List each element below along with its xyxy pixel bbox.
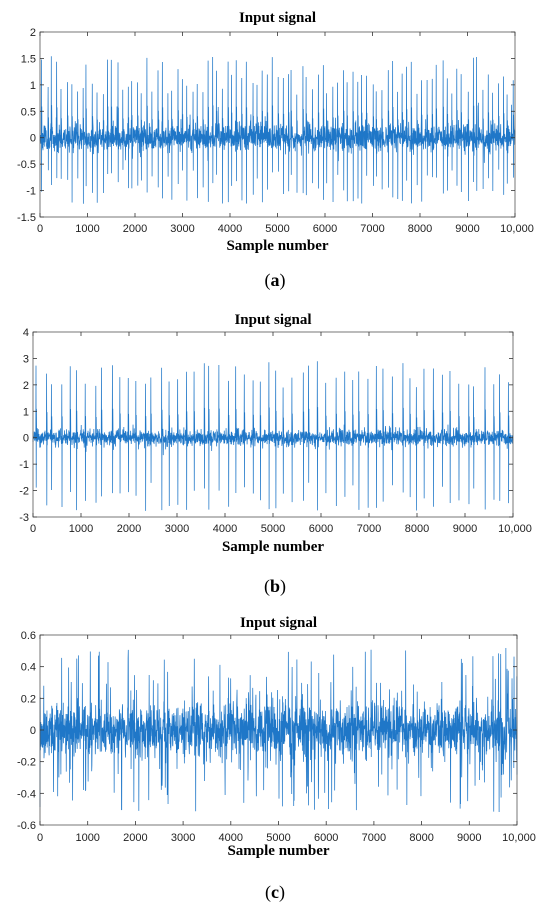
y-tick-label-b: 1 — [23, 406, 29, 418]
x-tick-label-b: 2000 — [117, 523, 141, 535]
chart-title-a: Input signal — [239, 10, 316, 26]
x-tick-label-c: 1000 — [75, 832, 99, 844]
x-tick-label-a: 6000 — [313, 223, 337, 235]
y-tick-label-a: 2 — [30, 27, 36, 39]
x-tick-label-b: 10,000 — [498, 523, 532, 535]
chart-title-b: Input signal — [234, 312, 311, 328]
plot-frame-b — [32, 331, 514, 518]
x-tick-label-a: 10,000 — [500, 223, 534, 235]
x-tick-label-a: 9000 — [455, 223, 479, 235]
chart-title-c: Input signal — [240, 615, 317, 631]
x-tick-label-b: 0 — [30, 523, 36, 535]
caption-a: (a) — [264, 270, 286, 290]
caption-c: (c) — [265, 882, 285, 902]
x-tick-label-a: 3000 — [170, 223, 194, 235]
x-tick-label-a: 5000 — [265, 223, 289, 235]
chart-panel-b: Input signal -3 -2 -1 0 1 2 3 4 0 1000 2000 3000 4000… — [0, 300, 550, 605]
signal-line-c — [39, 647, 518, 813]
x-tick-label-a: 7000 — [360, 223, 384, 235]
x-tick-label-a: 2000 — [123, 223, 147, 235]
x-tick-label-c: 10,000 — [502, 832, 536, 844]
chart-panel-a: Input signal -1.5 -1 -0.5 0 0.5 1 1.5 2 0 1000 2000… — [0, 0, 550, 300]
y-tick-label-c: 0 — [30, 725, 36, 737]
x-tick-label-c: 8000 — [409, 832, 433, 844]
chart-c: Input signal -0.6 -0.4 -0.2 0 0.2 0.4 0.6 0 1000 2… — [17, 615, 536, 859]
x-tick-label-a: 4000 — [218, 223, 242, 235]
x-tick-label-a: 1000 — [75, 223, 99, 235]
x-tick-label-c: 9000 — [457, 832, 481, 844]
x-tick-label-b: 3000 — [165, 523, 189, 535]
y-tick-label-c: -0.4 — [17, 788, 36, 800]
y-tick-label-b: -1 — [19, 459, 29, 471]
y-tick-label-a: 1.5 — [21, 53, 36, 65]
x-tick-label-c: 5000 — [266, 832, 290, 844]
x-tick-label-b: 4000 — [213, 523, 237, 535]
x-tick-label-c: 3000 — [171, 832, 195, 844]
y-tick-label-a: -0.5 — [17, 159, 36, 171]
caption-b-letter: b — [269, 576, 280, 596]
y-tick-label-b: 3 — [23, 353, 29, 365]
y-tick-label-b: -3 — [19, 512, 29, 524]
x-tick-label-b: 7000 — [357, 523, 381, 535]
x-tick-label-a: 0 — [37, 223, 43, 235]
y-tick-label-c: 0.2 — [21, 693, 36, 705]
x-tick-label-b: 8000 — [405, 523, 429, 535]
caption-a-letter: a — [270, 270, 280, 290]
x-tick-label-c: 6000 — [314, 832, 338, 844]
y-tick-label-c: 0.6 — [21, 630, 36, 642]
x-tick-label-b: 1000 — [69, 523, 93, 535]
chart-panel-c: Input signal -0.6 -0.4 -0.2 0 0.2 0.4 0.6 0 1000 2… — [0, 605, 550, 912]
y-tick-label-c: -0.6 — [17, 820, 36, 832]
y-tick-label-b: 4 — [23, 327, 29, 339]
y-tick-label-b: -2 — [19, 486, 29, 498]
x-tick-label-a: 8000 — [408, 223, 432, 235]
chart-b: Input signal -3 -2 -1 0 1 2 3 4 0 1000 2000 3000 4000… — [19, 312, 532, 555]
x-tick-label-c: 7000 — [362, 832, 386, 844]
y-tick-label-a: -1.5 — [17, 212, 36, 224]
y-tick-label-c: -0.2 — [17, 757, 36, 769]
y-tick-label-b: 2 — [23, 380, 29, 392]
y-tick-label-b: 0 — [23, 433, 29, 445]
x-axis-label-b: Sample number — [222, 539, 324, 555]
y-tick-label-a: -1 — [26, 186, 36, 198]
y-tick-label-a: 0 — [30, 133, 36, 145]
caption-b: (b) — [263, 576, 286, 596]
x-axis-label-a: Sample number — [226, 238, 328, 254]
x-tick-label-b: 9000 — [453, 523, 477, 535]
x-tick-label-b: 6000 — [309, 523, 333, 535]
y-tick-label-c: 0.4 — [21, 662, 36, 674]
y-tick-label-a: 1 — [30, 80, 36, 92]
x-axis-label-c: Sample number — [227, 843, 329, 859]
x-tick-label-c: 2000 — [123, 832, 147, 844]
y-tick-label-a: 0.5 — [21, 106, 36, 118]
x-tick-label-b: 5000 — [261, 523, 285, 535]
signal-line-a — [39, 56, 516, 204]
chart-a: Input signal -1.5 -1 -0.5 0 0.5 1 1.5 2 0 1000 2000… — [17, 10, 534, 254]
signal-line-b — [32, 361, 514, 511]
x-tick-label-c: 4000 — [219, 832, 243, 844]
x-tick-label-c: 0 — [37, 832, 43, 844]
caption-c-letter: c — [271, 882, 279, 902]
